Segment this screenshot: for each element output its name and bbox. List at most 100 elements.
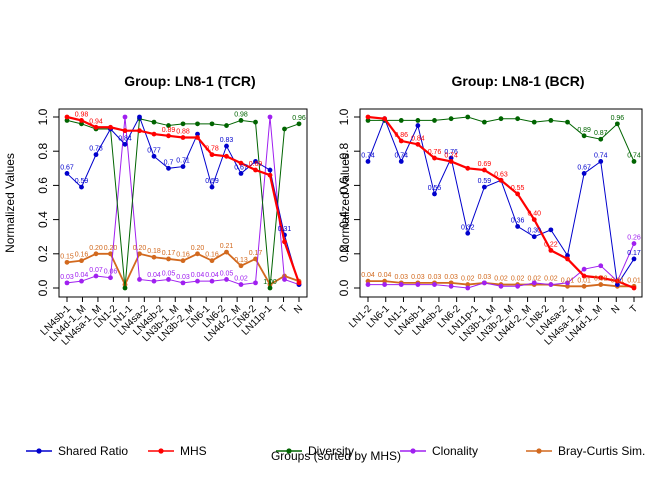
legend-swatch-point <box>158 448 164 454</box>
data-point-mhs <box>448 159 454 164</box>
data-label: 0.74 <box>361 152 375 159</box>
data-point-bray-curtis-sim <box>565 283 570 289</box>
y-tick-label: 0.2 <box>337 245 351 262</box>
data-point-mhs <box>224 153 229 159</box>
data-label: 0.02 <box>494 276 508 283</box>
data-point-clonality <box>598 263 604 269</box>
data-label: 0.04 <box>361 272 375 279</box>
data-point-diversity <box>79 121 84 127</box>
data-point-bray-curtis-sim <box>465 282 471 287</box>
data-label: 0.36 <box>511 217 525 224</box>
y-tick-label: 0.0 <box>337 279 351 296</box>
data-point-shared-ratio <box>79 184 84 190</box>
data-point-clonality <box>253 280 258 286</box>
data-label: 0.05 <box>220 270 234 277</box>
legend-item-mhs: MHS <box>148 444 207 458</box>
data-label: 0.67 <box>60 164 74 171</box>
data-label: 0.04 <box>75 272 89 279</box>
x-tick-label: N <box>292 303 305 316</box>
data-label: 0.03 <box>428 274 442 281</box>
series-line-shared-ratio <box>367 117 635 286</box>
data-point-shared-ratio <box>64 171 70 176</box>
data-point-shared-ratio <box>238 171 244 176</box>
data-label: 0.30 <box>527 228 541 235</box>
data-point-clonality <box>93 273 99 279</box>
data-point-clonality <box>548 282 554 287</box>
legend-label: MHS <box>180 444 207 458</box>
data-point-diversity <box>432 118 437 123</box>
data-point-shared-ratio <box>224 143 229 149</box>
data-label: 0.02 <box>234 276 248 283</box>
data-label: 0.94 <box>89 118 103 125</box>
data-label: 0.74 <box>594 152 608 159</box>
data-point-bray-curtis-sim <box>195 251 200 257</box>
data-point-diversity <box>224 123 229 128</box>
data-label: 0.67 <box>234 164 248 171</box>
legend-item-diversity: Diversity <box>276 444 354 458</box>
data-point-clonality <box>108 275 113 281</box>
data-label: 0.76 <box>444 149 458 156</box>
data-point-diversity <box>282 126 287 132</box>
data-label: 0.77 <box>147 147 161 154</box>
data-label: 0.78 <box>89 146 103 153</box>
data-label: 0.03 <box>478 274 492 281</box>
data-label: 0.20 <box>89 245 103 252</box>
data-label: 0.02 <box>594 276 608 283</box>
series-diversity <box>64 116 302 291</box>
data-point-mhs <box>282 239 287 245</box>
data-point-mhs <box>365 114 371 120</box>
data-label: 0.18 <box>147 248 161 255</box>
data-label: 0.02 <box>461 276 475 283</box>
data-point-shared-ratio <box>93 152 99 158</box>
data-point-diversity <box>515 116 521 122</box>
panel-tcr: Group: LN8-1 (TCR) Normalized Values 0.0 0.… <box>3 73 308 348</box>
data-point-shared-ratio <box>581 171 587 176</box>
data-label: 0.03 <box>444 274 458 281</box>
data-point-shared-ratio <box>166 165 171 171</box>
data-point-shared-ratio <box>398 159 404 164</box>
data-point-clonality <box>481 280 487 286</box>
data-label: 0.89 <box>577 127 591 134</box>
data-point-clonality <box>382 282 388 287</box>
data-label: 1.00 <box>263 279 277 286</box>
y-axis-label: Normalized Values <box>3 153 17 253</box>
data-point-diversity <box>398 118 404 123</box>
data-label: 0.98 <box>234 111 248 118</box>
data-point-clonality <box>195 278 200 284</box>
data-label: 0.01 <box>611 277 625 284</box>
data-point-bray-curtis-sim <box>166 256 171 262</box>
data-point-bray-curtis-sim <box>598 282 604 287</box>
data-label: 0.01 <box>561 277 575 284</box>
plot-frame <box>359 108 643 298</box>
data-label: 0.84 <box>411 135 425 142</box>
data-point-shared-ratio <box>465 230 471 236</box>
data-label: 0.21 <box>220 243 234 250</box>
data-label: 0.01 <box>627 277 641 284</box>
data-label: 0.96 <box>292 115 306 122</box>
data-point-clonality <box>209 278 215 284</box>
data-point-mhs <box>137 128 142 134</box>
data-point-mhs <box>195 135 200 140</box>
data-label: 0.59 <box>478 178 492 185</box>
data-point-bray-curtis-sim <box>365 278 371 284</box>
series-line-mhs <box>367 115 635 290</box>
data-point-mhs <box>166 133 171 139</box>
data-label: 0.22 <box>544 241 558 248</box>
data-point-shared-ratio <box>195 131 200 137</box>
data-label: 0.17 <box>249 250 263 257</box>
data-point-clonality <box>137 277 142 282</box>
data-point-shared-ratio <box>415 123 421 128</box>
data-point-mhs <box>614 278 620 284</box>
data-point-mhs <box>581 273 587 279</box>
series-diversity <box>365 114 637 164</box>
data-label: 0.02 <box>511 276 525 283</box>
y-tick-label: 1.0 <box>36 108 50 125</box>
y-tick-label: 1.0 <box>337 108 351 125</box>
data-point-shared-ratio <box>432 191 437 197</box>
data-label: 0.7 <box>164 159 174 166</box>
data-point-clonality <box>166 277 171 282</box>
data-label: 0.69 <box>478 161 492 168</box>
data-point-shared-ratio <box>448 155 454 161</box>
data-point-shared-ratio <box>614 282 620 287</box>
